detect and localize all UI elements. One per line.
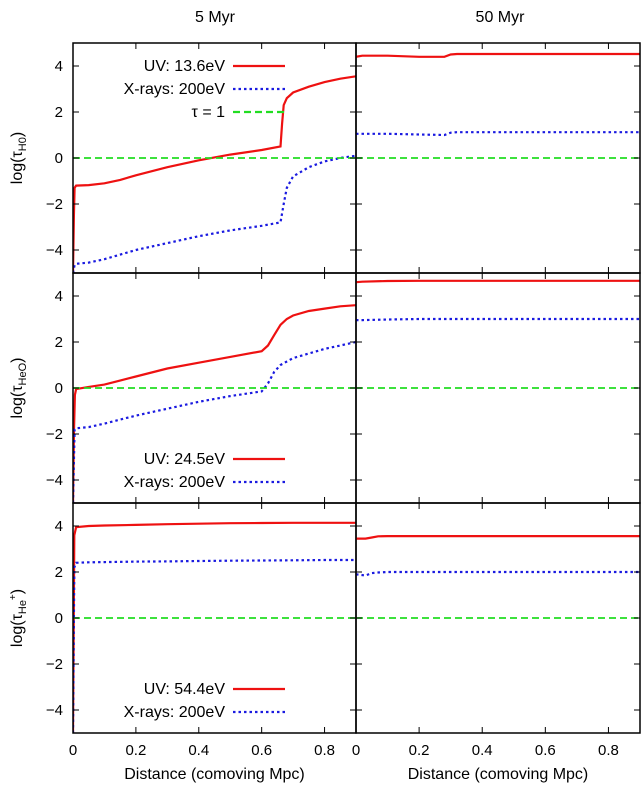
y-tick-label: 4 [55,58,63,75]
y-axis-label: log(τHe+) [8,589,29,647]
uv-series-line [73,521,356,733]
xray-series-line [73,154,356,273]
panel-frame [72,502,357,734]
panel-frame [72,272,357,504]
x-axis-label: Distance (comoving Mpc) [408,766,589,783]
legend-entry: UV: 24.5eV [144,451,285,468]
xray-series-line [356,317,640,322]
panel-row1-left: −4 −2 0 2 4 log(τH0) UV: 13.6eV X-rays: 200eV τ … [9,42,357,274]
x-tick-label: 0.2 [409,742,430,759]
column-title-5myr: 5 Myr [195,9,236,26]
y-tick-label: −4 [46,702,63,719]
legend-label: τ = 1 [192,104,226,121]
x-tick-label: 0.6 [535,742,556,759]
y-tick-label: −2 [46,656,63,673]
y-tick-label: 2 [55,334,63,351]
y-tick-label: −4 [46,472,63,489]
panel-row1-right [355,42,641,274]
legend-label: UV: 13.6eV [144,58,226,75]
panel-row2-right [355,272,641,504]
panel-frame [355,272,641,504]
panel-row2-left: −4 −2 0 2 4 log(τHeO) UV: 24.5eV X-rays: 200eV [9,272,357,504]
legend-entry: X-rays: 200eV [124,704,285,721]
panel-row3-right: 0 0.2 0.4 0.6 0.8 Distance (comoving Mpc) [352,502,641,783]
column-title-50myr: 50 Myr [476,9,526,26]
x-tick-label: 0.4 [188,742,209,759]
x-tick-label: 0.6 [251,742,272,759]
x-tick-label: 0.8 [598,742,619,759]
legend-entry: UV: 54.4eV [144,681,285,698]
uv-series-line [356,52,640,58]
legend-entry: τ = 1 [192,104,285,121]
y-tick-label: 4 [55,288,63,305]
y-axis-label: log(τHeO) [9,358,29,419]
y-tick-label: −2 [46,426,63,443]
y-tick-label: 4 [55,518,63,535]
y-tick-label: 0 [55,150,63,167]
xray-series-line [73,340,356,503]
x-axis-label: Distance (comoving Mpc) [124,766,305,783]
xray-series-line [356,131,640,137]
legend-entry: X-rays: 200eV [124,474,285,491]
legend-entry: UV: 13.6eV [144,58,285,75]
x-tick-label: 0 [352,742,360,759]
y-tick-label: 0 [55,610,63,627]
x-tick-label: 0.4 [472,742,493,759]
y-tick-label: −4 [46,242,63,259]
y-axis-label: log(τH0) [9,132,29,184]
legend-entry: X-rays: 200eV [124,81,285,98]
y-tick-label: 0 [55,380,63,397]
panel-row3-left: −4 −2 0 2 4 log(τHe+) 0 0.2 0.4 0.6 0.8 Distance (c… [8,502,357,783]
y-tick-label: 2 [55,104,63,121]
y-tick-label: −2 [46,196,63,213]
uv-series-line [356,279,640,284]
panels: −4 −2 0 2 4 log(τH0) UV: 13.6eV X-rays: 200eV τ … [8,42,641,783]
xray-series-line [73,558,356,733]
panel-frame [355,502,641,734]
x-tick-label: 0.2 [125,742,146,759]
legend-label: X-rays: 200eV [124,704,226,721]
y-tick-label: 2 [55,564,63,581]
legend-label: UV: 54.4eV [144,681,226,698]
uv-series-line [73,75,356,273]
x-tick-label: 0.8 [314,742,335,759]
uv-series-line [356,535,640,540]
legend-label: X-rays: 200eV [124,81,226,98]
legend-label: UV: 24.5eV [144,451,226,468]
x-tick-label: 0 [69,742,77,759]
legend-label: X-rays: 200eV [124,474,226,491]
panel-frame [355,42,641,274]
xray-series-line [356,570,640,577]
